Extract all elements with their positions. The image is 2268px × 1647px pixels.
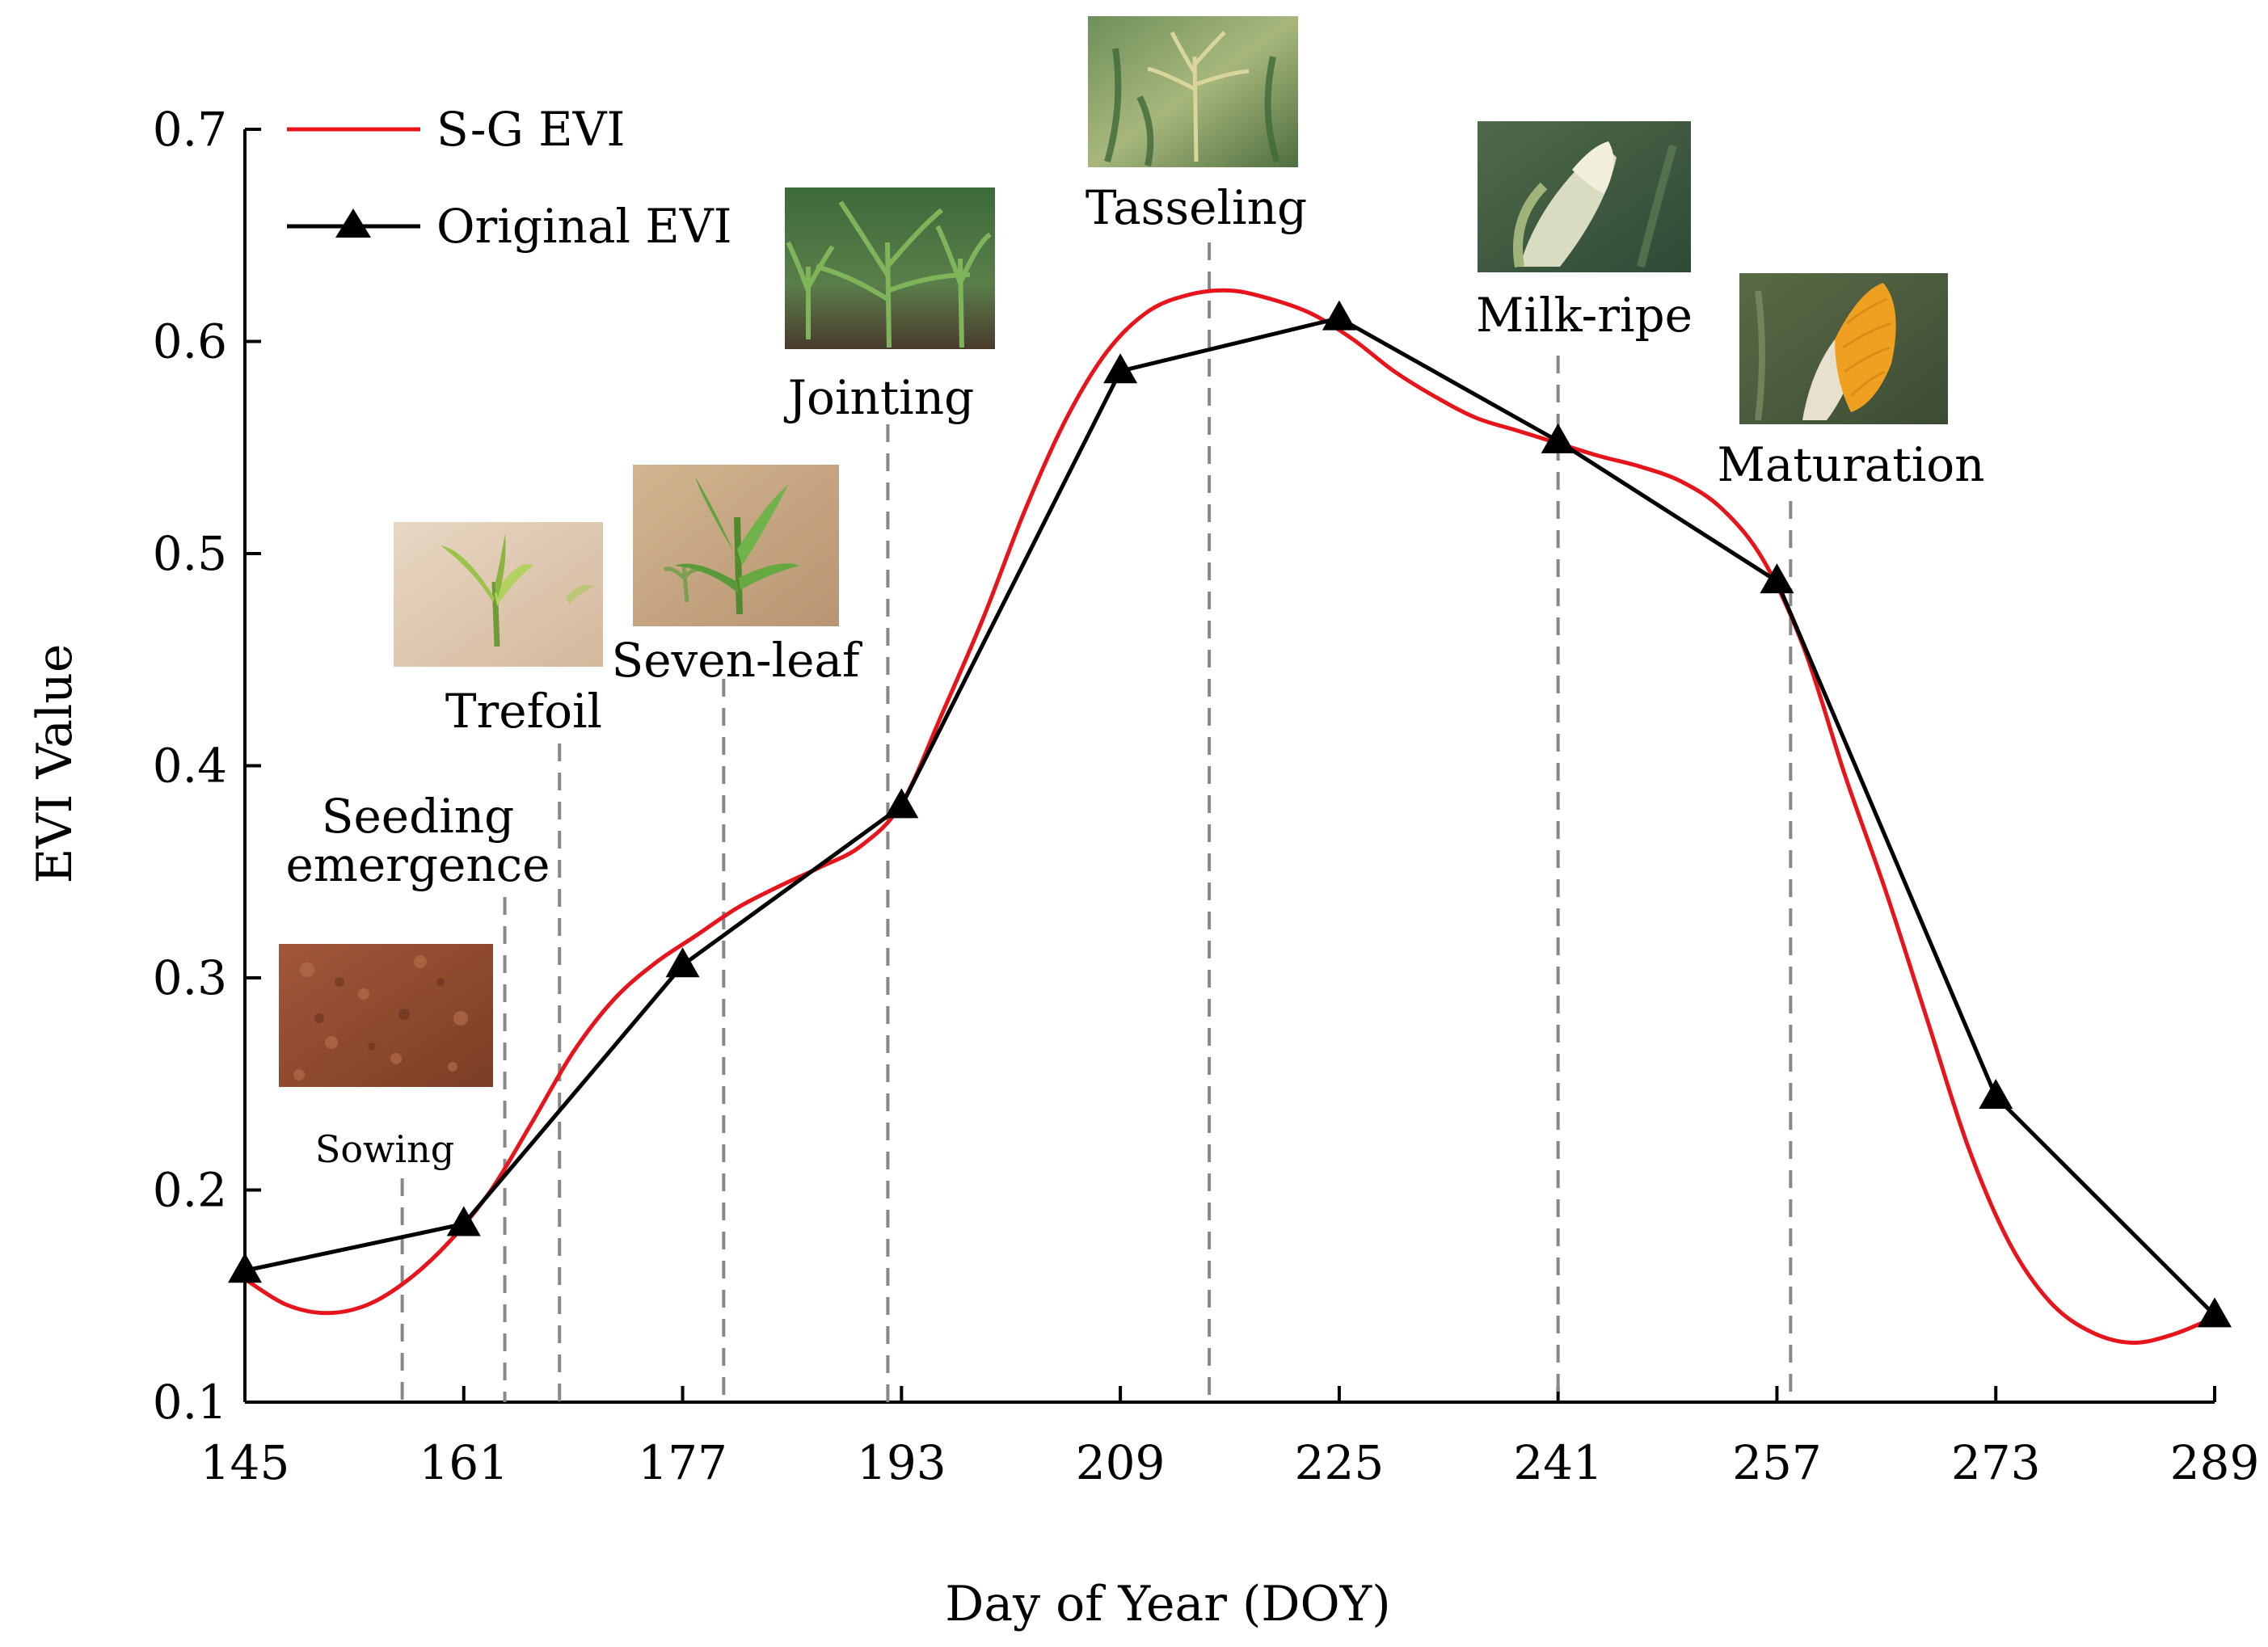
y-tick-label: 0.7 (153, 102, 227, 157)
series-original-evi-line (244, 315, 2216, 1317)
x-tick-label: 145 (200, 1435, 290, 1490)
milk-ripe-ear-photo (1478, 121, 1691, 272)
y-tick-label: 0.6 (153, 314, 227, 369)
stage-label-seeding-line1: Seeding (322, 789, 515, 844)
x-tick-label: 241 (1513, 1435, 1603, 1490)
legend-original-label: Original EVI (436, 199, 732, 254)
original-evi-point (884, 788, 919, 819)
mature-ear-photo (1739, 273, 1948, 424)
stage-label-sowing: Sowing (315, 1127, 454, 1171)
original-evi-point (665, 947, 700, 978)
x-tick-label: 209 (1076, 1435, 1166, 1490)
stage-label-jointing: Jointing (784, 370, 974, 425)
legend-original-marker (335, 209, 371, 238)
original-evi-point (1322, 300, 1356, 331)
series-sg-evi-line (243, 288, 2215, 1346)
legend: S-G EVI Original EVI (287, 102, 732, 254)
stage-label-maturation: Maturation (1717, 437, 1984, 492)
stage-label-seeding-line2: emergence (286, 837, 550, 892)
original-evi-point (1103, 353, 1138, 384)
jointing-plant-photo (785, 187, 995, 349)
x-tick-label: 193 (857, 1435, 946, 1490)
stage-label-tasseling: Tasseling (1086, 180, 1307, 235)
series-layer (228, 288, 2232, 1346)
tassel-photo (1088, 16, 1298, 167)
y-axis-title: EVI Value (27, 644, 83, 884)
y-tick-label: 0.1 (153, 1375, 227, 1430)
original-evi-point (446, 1206, 481, 1236)
x-tick-label: 273 (1951, 1435, 2041, 1490)
young-plant-photo (633, 465, 839, 626)
y-ticks: 0.1 0.2 0.3 0.4 0.5 0.6 0.7 (153, 102, 261, 1430)
y-tick-label: 0.5 (153, 526, 227, 581)
x-tick-label: 289 (2170, 1435, 2260, 1490)
soil-photo (279, 944, 493, 1087)
seedling-photo (394, 522, 603, 667)
stage-labels: Sowing Seeding emergence Trefoil Seven-l… (286, 180, 1985, 1171)
y-tick-label: 0.3 (153, 950, 227, 1005)
x-ticks: 145 161 177 193 209 225 241 257 273 289 (200, 1386, 2260, 1490)
y-tick-label: 0.2 (153, 1163, 227, 1218)
original-evi-point (1760, 563, 1794, 594)
x-tick-label: 225 (1295, 1435, 1385, 1490)
legend-sg-label: S-G EVI (436, 102, 625, 157)
x-tick-label: 161 (419, 1435, 508, 1490)
original-evi-point (228, 1253, 262, 1283)
x-tick-label: 257 (1732, 1435, 1822, 1490)
original-evi-point (2198, 1297, 2232, 1328)
x-axis-title: Day of Year (DOY) (945, 1576, 1390, 1632)
original-evi-point (1979, 1079, 2013, 1109)
stage-label-trefoil: Trefoil (445, 684, 602, 739)
stage-label-milk-ripe: Milk-ripe (1476, 288, 1693, 343)
x-tick-label: 177 (638, 1435, 727, 1490)
stage-label-seven-leaf: Seven-leaf (611, 633, 862, 688)
y-tick-label: 0.4 (153, 739, 227, 794)
original-evi-point (1541, 423, 1575, 453)
